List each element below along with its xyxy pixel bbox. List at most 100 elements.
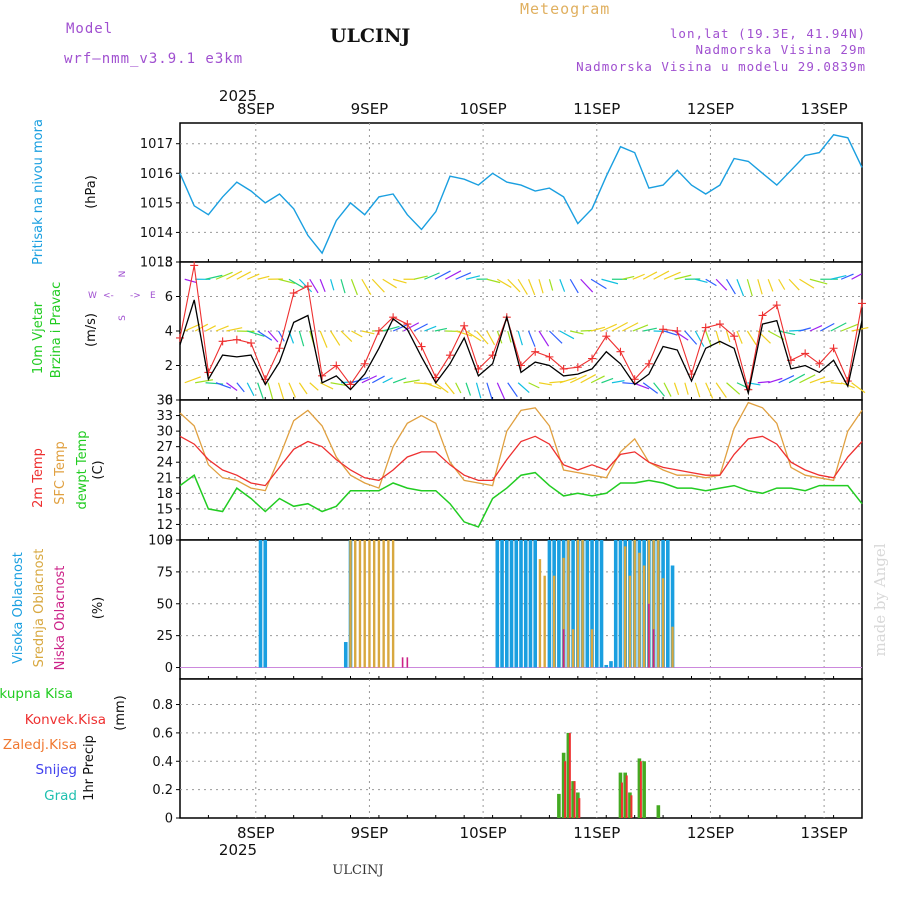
wind-direction-arrow <box>319 382 334 390</box>
wind-direction-arrow <box>382 377 393 384</box>
wind-direction-arrow <box>559 377 577 384</box>
cloud-ytick-label: 75 <box>156 565 173 580</box>
wind-direction-arrow <box>267 382 274 401</box>
wind-direction-arrow <box>569 374 587 384</box>
pressure-unit: (hPa) <box>84 175 99 209</box>
precip-legend-item: Zaledj.Kisa <box>3 737 77 753</box>
wind-direction-arrow <box>705 330 712 347</box>
wind-gust-point <box>588 354 597 363</box>
mid-cloud-bar <box>552 575 556 668</box>
mid-cloud-bar <box>349 540 352 668</box>
high-cloud-bar <box>495 540 500 668</box>
wind-direction-arrow <box>236 382 245 393</box>
wind-gust-point <box>602 332 611 341</box>
wind-direction-arrow <box>643 327 657 332</box>
precip-total-bar <box>656 805 661 818</box>
wind-direction-arrow <box>705 278 717 287</box>
wind-direction-arrow <box>725 330 731 343</box>
wind-direction-arrow <box>486 382 493 400</box>
precip-conv-bar <box>578 798 581 818</box>
wind-direction-arrow <box>590 375 605 384</box>
wind-direction-arrow <box>736 330 743 344</box>
wind-direction-arrow <box>663 330 678 336</box>
temp-ytick-label: 30 <box>156 425 173 440</box>
precip-total-bar <box>618 772 623 818</box>
mid-cloud-bar <box>628 575 632 668</box>
wind-gust-point <box>644 359 653 368</box>
wind-gust-point <box>829 344 838 353</box>
wind-direction-arrow <box>517 330 523 346</box>
wind-direction-arrow <box>497 278 512 288</box>
wind-gust-point <box>772 301 781 310</box>
mid-cloud-ylabel: Srednja Oblacnost <box>32 549 47 668</box>
wind-direction-arrow <box>444 382 455 395</box>
wind-direction-arrow <box>788 373 806 384</box>
precip-conv-bar <box>568 732 571 818</box>
wind-gust-point <box>531 347 540 356</box>
wind-direction-arrow <box>236 271 251 280</box>
wind-direction-arrow <box>809 376 826 384</box>
pressure-line <box>179 134 863 255</box>
mid-cloud-bar <box>661 578 665 668</box>
precip-conv-bar <box>564 761 567 818</box>
day-label-bottom: 8SEP <box>237 824 275 842</box>
precip-grid <box>176 679 863 819</box>
precip-legend-item: Ukupna Kisa <box>0 686 73 702</box>
wind-direction-arrow <box>653 382 665 397</box>
precip-ytick-label: 0.4 <box>152 755 173 770</box>
wind-direction-arrow <box>444 270 462 280</box>
wind-direction-arrow <box>257 330 273 341</box>
cloud-ytick-label: 0 <box>165 661 173 676</box>
temp-ytick-label: 15 <box>156 502 173 517</box>
wind-direction-arrow <box>538 330 550 347</box>
low-cloud-bar <box>648 603 650 668</box>
high-cloud-bar <box>609 661 613 668</box>
temp-ytick-label: 33 <box>156 409 173 424</box>
temp-ytick-label: 12 <box>156 518 173 533</box>
wind-direction-arrow <box>434 270 451 280</box>
precip-conv-bar <box>573 781 576 818</box>
wind-ytick-label: 0 <box>165 394 173 409</box>
dewpt-line <box>179 471 863 528</box>
model-elevation-readout: Nadmorska Visina u modelu 29.0839m <box>576 59 866 74</box>
day-label-bottom: 10SEP <box>460 824 507 842</box>
wind-direction-arrow <box>799 327 812 332</box>
wind-gust-point <box>701 323 710 332</box>
cloud-ytick-label: 25 <box>156 629 173 644</box>
model-name: wrf—nmm_v3.9.1 e3km <box>64 51 243 67</box>
day-label-top: 10SEP <box>460 100 507 118</box>
wind-direction-arrow <box>392 278 407 284</box>
low-cloud-bar <box>562 629 565 668</box>
mid-cloud-bar <box>543 575 546 668</box>
wind-direction-arrow <box>247 273 260 280</box>
day-label-bottom: 12SEP <box>687 824 734 842</box>
wind-direction-arrow <box>330 382 348 387</box>
day-label-top: 11SEP <box>573 100 620 118</box>
wind-gust-point <box>460 321 469 330</box>
credit-watermark: made by Angel <box>871 543 889 656</box>
wind-direction-arrow <box>382 325 400 332</box>
mid-cloud-bar <box>590 629 594 668</box>
wind-direction-arrow <box>205 274 223 280</box>
wind-direction-arrow <box>559 279 566 292</box>
wind-direction-arrow <box>309 278 319 294</box>
day-label-bottom: 9SEP <box>351 824 389 842</box>
wind-direction-arrow <box>726 382 741 395</box>
model-label: Model <box>66 21 113 37</box>
wind-direction-arrow <box>424 272 440 280</box>
high-cloud-bar <box>509 540 514 668</box>
wind-direction-arrow <box>424 325 437 332</box>
wind-direction-arrow <box>361 330 375 335</box>
wind-direction-arrow <box>434 382 449 394</box>
wind-gust-point <box>303 282 312 291</box>
wind-direction-arrow <box>361 375 377 384</box>
wind-direction-arrow <box>257 382 264 399</box>
wind-direction-arrow <box>684 330 698 345</box>
precip-total-bar <box>628 792 632 818</box>
pressure-frame <box>179 122 863 263</box>
wind-gust-point <box>360 359 369 368</box>
mid-cloud-bar <box>576 540 580 668</box>
station-title: ULCINJ <box>330 25 410 47</box>
